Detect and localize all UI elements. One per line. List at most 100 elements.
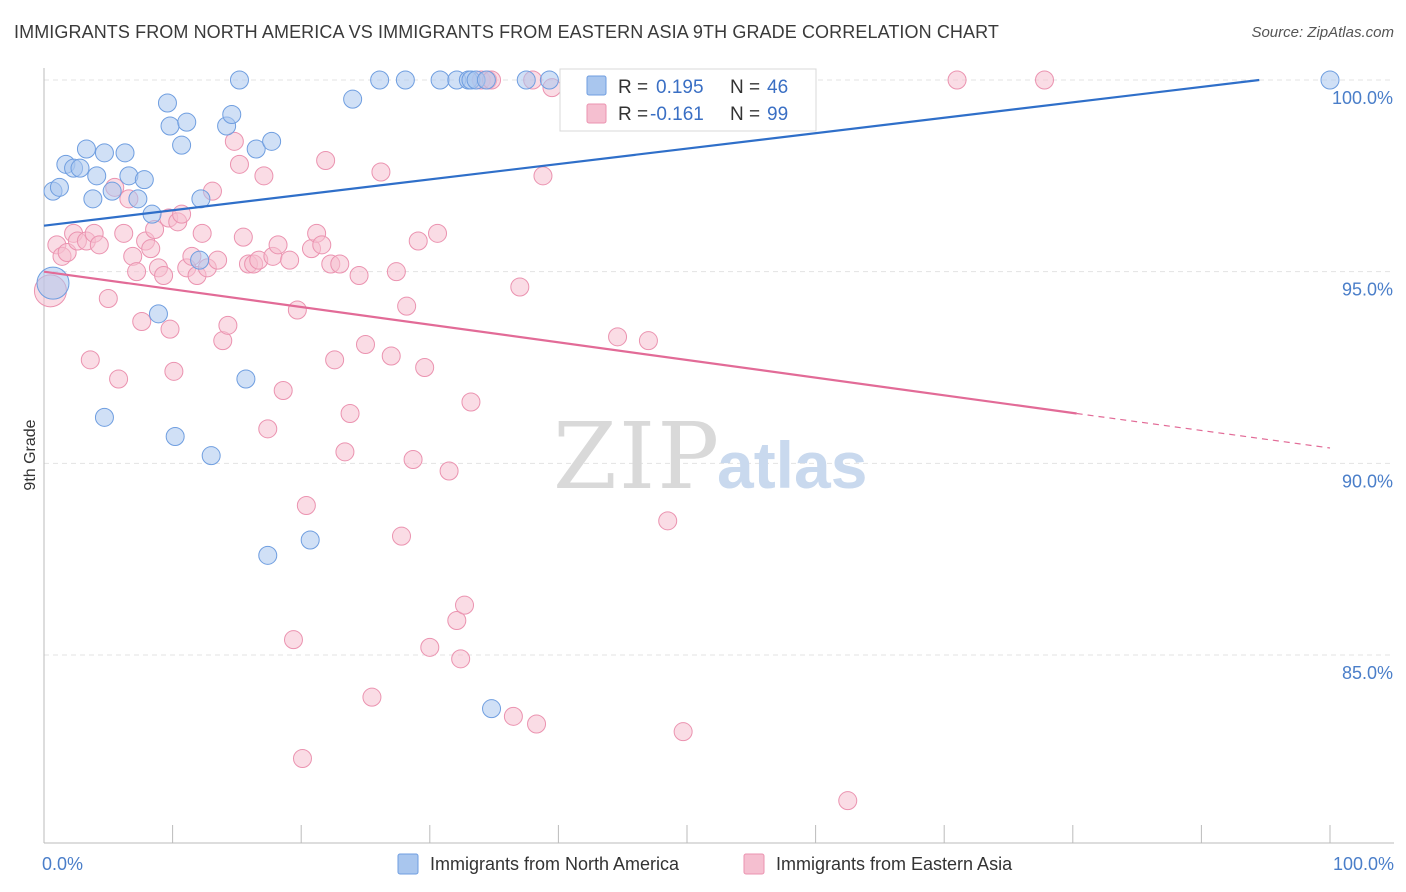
eastern-asia-point-71 xyxy=(415,358,435,377)
eastern-asia-point-83 xyxy=(510,277,530,297)
x-tick-label-min: 0.0% xyxy=(42,854,83,874)
eastern-asia-point-12 xyxy=(109,369,129,389)
legend-swatch-north-america xyxy=(586,75,607,96)
north-america-point-42 xyxy=(482,699,502,719)
eastern-asia-point-90 xyxy=(608,327,628,347)
eastern-asia-point-57 xyxy=(325,350,345,370)
north-america-point-7 xyxy=(83,189,103,209)
eastern-asia-point-35 xyxy=(218,315,238,335)
y-tick-label-90: 90.0% xyxy=(1342,471,1393,491)
eastern-asia-point-36 xyxy=(224,131,244,151)
north-america-point-32 xyxy=(300,530,320,550)
eastern-asia-point-38 xyxy=(233,227,253,247)
eastern-asia-point-68 xyxy=(397,296,417,316)
eastern-asia-point-67 xyxy=(392,526,412,546)
eastern-asia-point-74 xyxy=(439,461,459,481)
north-america-point-30 xyxy=(258,545,278,565)
series-north-america-points xyxy=(36,70,1340,719)
north-america-point-5 xyxy=(70,158,90,178)
north-america-point-46 xyxy=(1320,70,1340,90)
trend-line-eastern-asia xyxy=(43,270,1077,415)
bottom-legend-label-north-america: Immigrants from North America xyxy=(430,854,680,874)
eastern-asia-point-61 xyxy=(349,266,369,285)
north-america-point-6 xyxy=(76,139,96,159)
north-america-point-33 xyxy=(343,89,363,109)
grid-lines xyxy=(44,79,1394,656)
north-america-point-10 xyxy=(102,181,122,201)
north-america-point-9 xyxy=(94,143,114,163)
eastern-asia-point-73 xyxy=(428,223,448,243)
legend-r-value-eastern-asia: -0.161 xyxy=(650,104,704,125)
bottom-legend-swatch-north-america xyxy=(397,853,419,875)
eastern-asia-point-97 xyxy=(947,70,967,90)
eastern-asia-point-72 xyxy=(420,637,440,657)
north-america-point-8 xyxy=(87,166,107,186)
eastern-asia-point-75 xyxy=(447,611,467,630)
series-eastern-asia-points xyxy=(33,70,1055,811)
eastern-asia-point-66 xyxy=(386,262,406,282)
eastern-asia-point-85 xyxy=(527,714,547,734)
eastern-asia-point-94 xyxy=(673,722,693,742)
north-america-point-45 xyxy=(94,407,114,427)
eastern-asia-point-50 xyxy=(292,749,312,768)
north-america-point-34 xyxy=(370,70,390,90)
eastern-asia-point-51 xyxy=(296,496,316,515)
eastern-asia-point-48 xyxy=(283,630,303,650)
eastern-asia-point-33 xyxy=(208,250,228,270)
bottom-legend-label-eastern-asia: Immigrants from Eastern Asia xyxy=(776,854,1013,874)
y-tick-label-85: 85.0% xyxy=(1342,663,1393,683)
eastern-asia-point-82 xyxy=(503,706,523,726)
north-america-point-18 xyxy=(160,116,180,136)
eastern-asia-point-22 xyxy=(154,266,174,285)
north-america-point-43 xyxy=(516,70,536,90)
legend-r-label-eastern-asia: R = xyxy=(618,104,648,125)
eastern-asia-point-69 xyxy=(403,450,423,469)
eastern-asia-point-30 xyxy=(192,223,212,243)
y-axis-label: 9th Grade xyxy=(22,419,39,490)
eastern-asia-point-60 xyxy=(340,404,360,423)
eastern-asia-point-77 xyxy=(455,595,475,615)
y-tick-label-100: 100.0% xyxy=(1332,88,1393,108)
north-america-point-16 xyxy=(148,304,168,324)
north-america-point-17 xyxy=(157,93,177,113)
trend-line-north-america xyxy=(43,78,1260,227)
eastern-asia-point-78 xyxy=(461,392,481,412)
stats-legend: R = 0.195 N = 46 R = -0.161 N = 99 xyxy=(559,68,817,132)
series-legend: Immigrants from North America Immigrants… xyxy=(397,853,1013,875)
trend-line-eastern-asia-extension xyxy=(1076,412,1331,449)
watermark-atlas: atlas xyxy=(717,428,867,502)
eastern-asia-point-58 xyxy=(330,254,350,274)
north-america-point-44 xyxy=(539,70,559,90)
eastern-asia-point-43 xyxy=(258,419,278,439)
north-america-point-31 xyxy=(262,131,282,151)
eastern-asia-point-64 xyxy=(371,162,391,182)
north-america-point-20 xyxy=(172,135,192,155)
legend-n-label-eastern-asia: N = xyxy=(730,104,760,125)
north-america-point-28 xyxy=(236,369,256,389)
legend-n-value-eastern-asia: 99 xyxy=(767,104,788,125)
north-america-point-0 xyxy=(36,266,70,300)
eastern-asia-point-99 xyxy=(160,319,180,339)
legend-r-value-north-america: 0.195 xyxy=(656,77,704,98)
eastern-asia-point-10 xyxy=(98,289,118,308)
eastern-asia-point-76 xyxy=(451,649,471,669)
eastern-asia-point-42 xyxy=(254,166,274,186)
north-america-point-14 xyxy=(134,170,154,190)
eastern-asia-point-92 xyxy=(638,331,658,351)
north-america-point-2 xyxy=(49,177,69,197)
eastern-asia-point-49 xyxy=(287,300,307,320)
eastern-asia-point-70 xyxy=(408,231,428,251)
legend-r-label-north-america: R = xyxy=(618,77,648,98)
eastern-asia-point-9 xyxy=(89,235,109,255)
north-america-point-24 xyxy=(201,446,221,466)
eastern-asia-point-19 xyxy=(141,239,161,259)
source-credit: Source: ZipAtlas.com xyxy=(1251,24,1394,41)
eastern-asia-point-16 xyxy=(127,262,147,282)
y-tick-labels: 85.0% 90.0% 95.0% 100.0% xyxy=(1332,88,1393,683)
chart-title: IMMIGRANTS FROM NORTH AMERICA VS IMMIGRA… xyxy=(14,22,1000,42)
eastern-asia-point-46 xyxy=(273,381,293,400)
north-america-point-35 xyxy=(395,70,415,90)
eastern-asia-point-62 xyxy=(356,335,375,354)
x-tick-label-max: 100.0% xyxy=(1333,854,1394,874)
